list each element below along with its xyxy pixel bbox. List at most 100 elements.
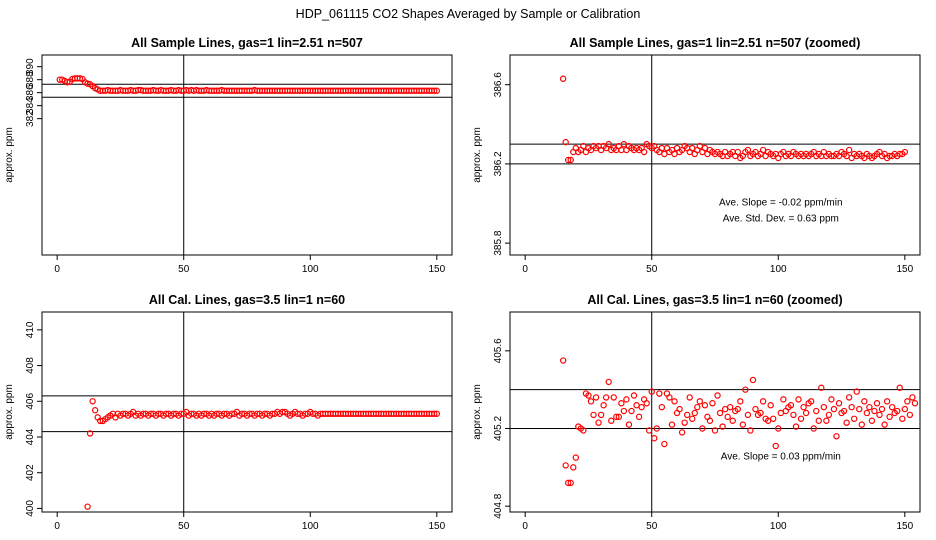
data-point (792, 423, 800, 430)
data-point (572, 454, 580, 461)
data-point (433, 410, 441, 417)
data-point (559, 357, 567, 364)
data-point (699, 425, 706, 432)
data-point (643, 400, 650, 407)
data-point (770, 415, 777, 422)
data-point (843, 419, 850, 426)
data-point (840, 407, 848, 415)
data-point (800, 403, 807, 411)
data-point (630, 392, 638, 399)
data-point (858, 421, 865, 428)
data-point (701, 144, 709, 152)
x-tick-label: 100 (302, 521, 319, 532)
data-point (585, 392, 592, 399)
data-point (567, 156, 574, 164)
data-point (433, 87, 441, 94)
chart-annotation: Ave. Slope = -0.02 ppm/min (719, 197, 843, 208)
data-point (820, 403, 828, 411)
data-point (906, 411, 914, 419)
y-tick-label: 402 (25, 464, 36, 481)
data-point (876, 411, 883, 419)
data-point (91, 407, 99, 414)
data-point (734, 405, 741, 413)
data-point (749, 376, 757, 384)
data-point (759, 146, 767, 154)
data-point (565, 156, 572, 164)
data-point (886, 413, 893, 421)
data-point (729, 417, 736, 424)
y-tick-label: 405.6 (493, 338, 504, 363)
data-point (645, 427, 653, 434)
data-point (790, 411, 797, 419)
plot-frame (509, 311, 921, 513)
x-tick-label: 50 (646, 264, 658, 275)
data-point (780, 396, 787, 403)
x-tick-label: 50 (646, 521, 658, 532)
data-point (896, 384, 903, 391)
data-point (815, 417, 822, 424)
data-point (711, 427, 719, 434)
data-point (878, 405, 886, 413)
data-series (559, 75, 909, 164)
chart-panel-2: All Sample Lines, gas=1 lin=2.51 n=507 (… (472, 36, 921, 275)
data-point (901, 148, 909, 156)
data-point (823, 417, 830, 424)
data-point (873, 400, 881, 407)
data-point (716, 409, 724, 417)
data-point (777, 409, 785, 417)
chart-title: All Sample Lines, gas=1 lin=2.51 n=507 (… (570, 36, 861, 50)
data-point (734, 148, 741, 156)
data-point (797, 415, 805, 422)
data-point (562, 462, 569, 469)
data-point (726, 403, 734, 411)
data-point (747, 427, 754, 434)
data-point (802, 409, 810, 417)
data-point (737, 398, 744, 405)
y-tick-label: 385.8 (493, 230, 504, 255)
data-point (431, 410, 438, 417)
chart-title: All Sample Lines, gas=1 lin=2.51 n=507 (131, 36, 363, 50)
data-point (899, 415, 906, 422)
data-point (661, 440, 668, 448)
y-tick-label: 408 (25, 357, 36, 374)
data-point (635, 413, 643, 421)
page-title: HDP_061115 CO2 Shapes Averaged by Sample… (296, 7, 641, 21)
x-tick-label: 100 (302, 264, 319, 275)
data-point (610, 394, 617, 401)
data-point (772, 442, 779, 450)
data-point (562, 138, 569, 146)
data-point (656, 390, 663, 397)
data-point (620, 407, 628, 415)
data-point (909, 394, 916, 401)
data-point (658, 403, 666, 411)
y-tick-label: 386.6 (493, 72, 504, 97)
y-axis-label: approx. ppm (4, 127, 15, 183)
data-point (615, 413, 623, 421)
data-point (883, 398, 891, 405)
x-tick-label: 150 (896, 521, 913, 532)
data-point (592, 394, 600, 401)
data-point (901, 405, 909, 413)
chart-annotation: Ave. Slope = 0.03 ppm/min (721, 452, 841, 463)
data-point (638, 403, 645, 411)
data-point (689, 144, 696, 152)
data-series (84, 398, 441, 510)
data-point (807, 398, 815, 405)
data-point (709, 400, 716, 407)
data-point (686, 394, 693, 401)
data-point (618, 400, 625, 407)
chart-title: All Cal. Lines, gas=3.5 lin=1 n=60 (149, 293, 345, 307)
y-tick-label: 386.2 (493, 151, 504, 176)
data-point (861, 398, 868, 405)
x-tick-label: 100 (770, 264, 787, 275)
chart-title: All Cal. Lines, gas=3.5 lin=1 n=60 (zoom… (587, 293, 842, 307)
data-point (871, 407, 878, 415)
data-point (600, 402, 607, 409)
data-point (787, 402, 795, 409)
data-point (752, 405, 759, 413)
data-point (833, 433, 840, 440)
y-tick-label: 382 (25, 110, 36, 127)
data-point (580, 427, 587, 434)
data-point (830, 405, 838, 413)
data-point (625, 421, 633, 428)
